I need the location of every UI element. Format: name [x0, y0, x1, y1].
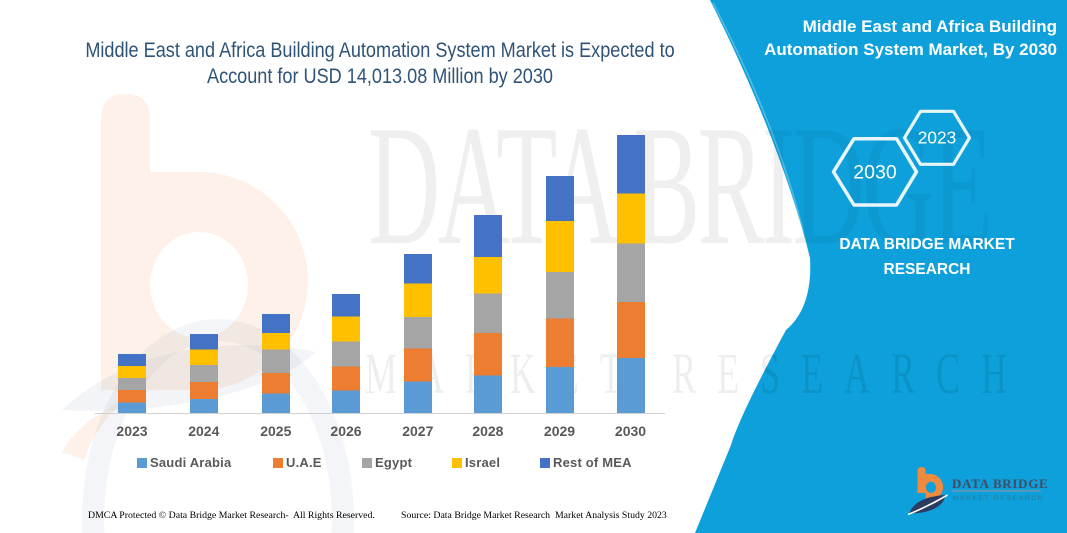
svg-text:MARKET RESEARCH: MARKET RESEARCH: [953, 495, 1045, 502]
svg-text:DATA BRIDGE: DATA BRIDGE: [952, 476, 1048, 491]
svg-text:2023: 2023: [918, 128, 956, 148]
svg-text:2030: 2030: [853, 162, 897, 184]
